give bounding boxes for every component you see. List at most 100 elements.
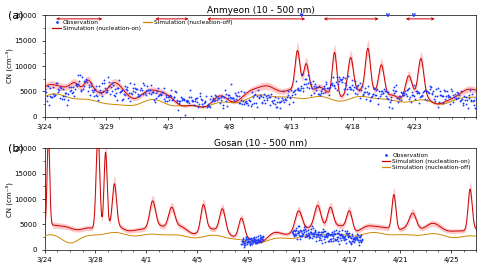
Point <box>447 87 455 91</box>
Point <box>384 97 391 101</box>
Point <box>85 83 93 87</box>
Point <box>194 105 202 109</box>
Point <box>371 93 379 97</box>
Point <box>385 90 392 94</box>
Legend: Observation, Simulation (nucleation-on), Simulation (nucleation-off): Observation, Simulation (nucleation-on),… <box>52 19 233 31</box>
Point <box>321 234 328 238</box>
Point <box>347 85 354 89</box>
Point <box>215 95 223 100</box>
Point <box>69 85 77 90</box>
Point <box>243 237 251 241</box>
Point <box>366 98 374 102</box>
Point <box>88 88 96 92</box>
Point <box>156 92 164 96</box>
Point <box>290 89 298 94</box>
Point <box>227 95 234 100</box>
Point <box>107 91 114 96</box>
Point <box>151 100 159 104</box>
Point <box>247 241 255 245</box>
Point <box>413 91 420 95</box>
Point <box>89 90 97 94</box>
Point <box>346 231 353 235</box>
Point <box>72 83 80 87</box>
Point <box>43 98 51 103</box>
Point <box>357 81 364 85</box>
Point <box>68 91 76 95</box>
Point <box>323 235 331 239</box>
Point <box>385 105 393 109</box>
Point <box>259 238 267 242</box>
Point <box>266 102 273 107</box>
Point <box>290 232 297 236</box>
Point <box>190 102 198 107</box>
Point <box>391 89 399 93</box>
Point <box>428 91 436 95</box>
Point <box>453 97 460 102</box>
Point <box>347 236 354 240</box>
Point <box>337 232 345 236</box>
Point <box>247 235 254 240</box>
Point <box>472 95 480 100</box>
Point <box>320 229 327 233</box>
Point <box>255 240 263 245</box>
Point <box>426 87 433 91</box>
Point <box>424 98 431 102</box>
Point <box>248 238 255 243</box>
Point <box>146 88 154 92</box>
Point <box>410 83 417 87</box>
Point <box>163 99 171 103</box>
Point <box>136 88 144 92</box>
Point <box>340 235 348 239</box>
Point <box>186 101 193 105</box>
Point <box>263 96 270 100</box>
Point <box>251 235 258 239</box>
Point <box>285 101 293 106</box>
Point <box>275 100 283 104</box>
Point <box>81 80 89 84</box>
Point <box>329 239 337 243</box>
Point <box>268 99 276 103</box>
Point <box>296 233 304 238</box>
Point <box>84 89 92 93</box>
Point <box>161 98 169 103</box>
Point <box>160 97 167 101</box>
Point <box>132 87 140 91</box>
Point <box>288 93 296 97</box>
Point <box>101 81 108 86</box>
Point <box>253 239 261 244</box>
Point <box>349 87 357 92</box>
Point <box>181 97 188 101</box>
Point <box>232 97 240 101</box>
Point <box>329 236 336 240</box>
Point <box>305 232 313 236</box>
Point <box>343 231 350 236</box>
Point <box>240 90 247 94</box>
Point <box>293 87 301 91</box>
Point <box>278 96 286 100</box>
Point <box>62 94 69 98</box>
Point <box>71 87 79 91</box>
Point <box>409 93 417 97</box>
Point <box>283 95 291 100</box>
Point <box>122 87 130 92</box>
Point <box>440 101 447 106</box>
Point <box>318 87 326 91</box>
Point <box>314 232 321 237</box>
Point <box>298 233 306 238</box>
Point <box>188 99 196 104</box>
Point <box>352 236 360 240</box>
Point <box>314 229 322 234</box>
Point <box>41 87 49 91</box>
Point <box>259 94 267 99</box>
Point <box>349 239 357 243</box>
Point <box>257 237 265 242</box>
Point <box>444 95 452 99</box>
Point <box>327 82 335 86</box>
Point <box>244 239 252 243</box>
Point <box>246 242 254 247</box>
Point <box>325 92 333 97</box>
Point <box>116 90 123 94</box>
Point <box>383 96 391 101</box>
Point <box>191 97 199 101</box>
Point <box>286 96 294 100</box>
